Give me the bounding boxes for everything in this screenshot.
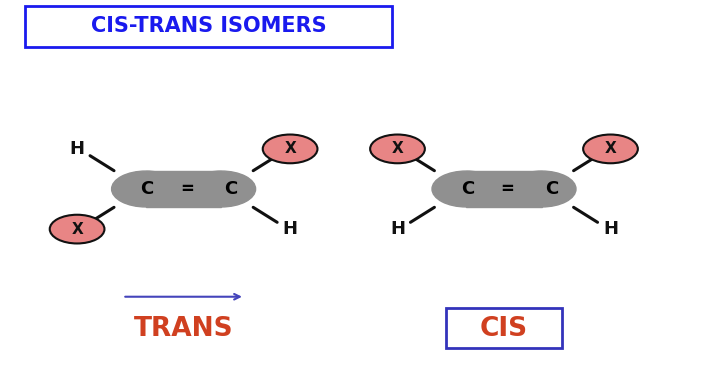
Text: H: H [70,140,84,158]
Text: C: C [140,180,153,198]
Circle shape [370,135,425,163]
Text: H: H [390,220,405,238]
Text: C: C [225,180,238,198]
Text: X: X [284,141,296,156]
Text: CIS: CIS [480,316,528,342]
Ellipse shape [112,171,180,207]
Text: X: X [392,141,403,156]
Ellipse shape [432,171,500,207]
FancyBboxPatch shape [25,6,392,47]
Text: X: X [71,222,83,237]
Circle shape [50,215,104,243]
Text: CIS-TRANS ISOMERS: CIS-TRANS ISOMERS [91,17,327,36]
Text: C: C [461,180,474,198]
Ellipse shape [187,171,256,207]
Ellipse shape [508,171,576,207]
Text: =: = [180,180,194,198]
Bar [145,171,222,207]
Circle shape [583,135,638,163]
Text: H: H [283,220,297,238]
Text: H: H [603,220,618,238]
Text: X: X [605,141,616,156]
Bar [467,171,541,207]
Text: TRANS: TRANS [134,316,233,342]
Text: =: = [500,180,515,198]
Text: C: C [545,180,558,198]
Circle shape [263,135,318,163]
